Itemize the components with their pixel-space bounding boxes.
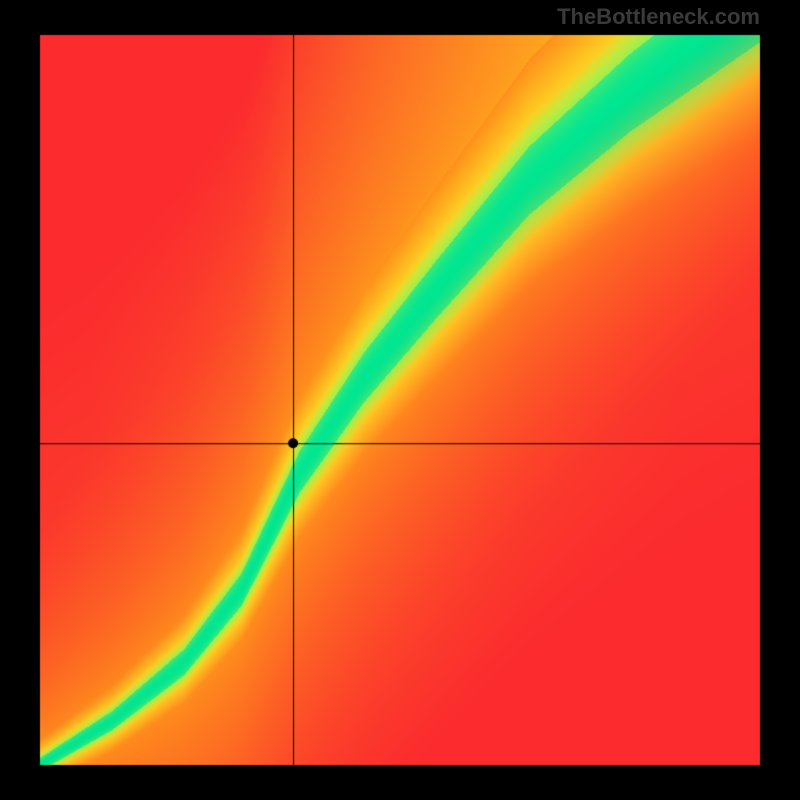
chart-container: TheBottleneck.com (0, 0, 800, 800)
watermark-text: TheBottleneck.com (557, 4, 760, 30)
bottleneck-heatmap-canvas (0, 0, 800, 800)
